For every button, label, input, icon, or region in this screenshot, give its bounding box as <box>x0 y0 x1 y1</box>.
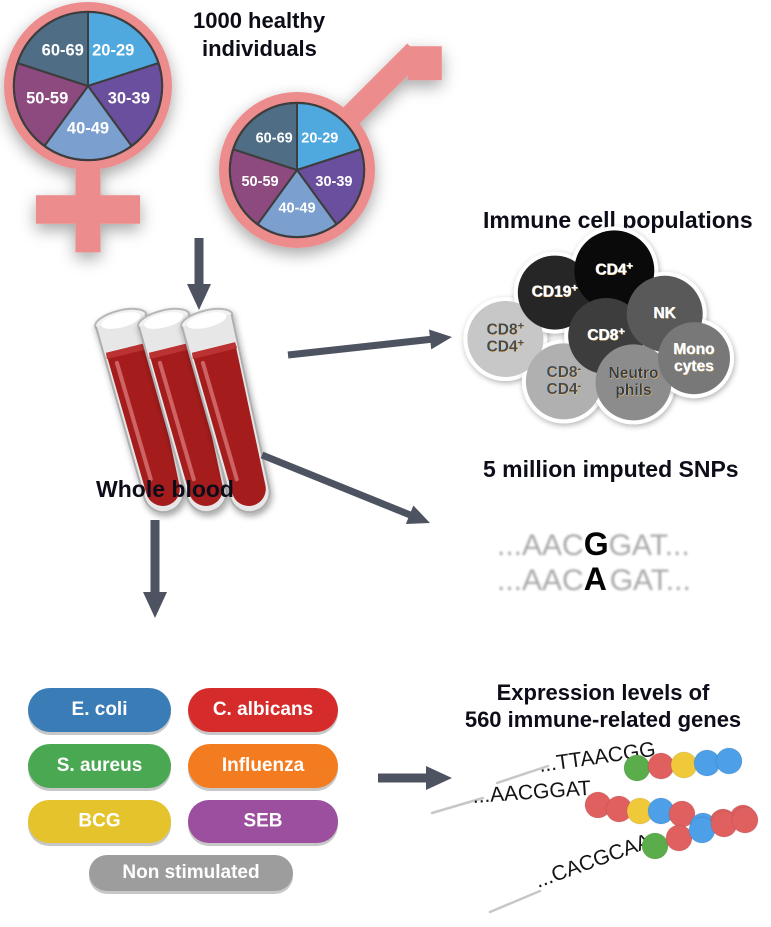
svg-text:CD4-: CD4- <box>547 380 582 398</box>
svg-text:SEB: SEB <box>243 811 282 832</box>
svg-text:GAT...: GAT... <box>610 564 691 597</box>
svg-text:C. albicans: C. albicans <box>213 699 313 720</box>
svg-text:Neutro: Neutro <box>609 365 659 382</box>
svg-text:Influenza: Influenza <box>222 755 305 776</box>
svg-text:E. coli: E. coli <box>72 699 128 720</box>
svg-text:...AAC: ...AAC <box>497 529 584 562</box>
svg-text:40-49: 40-49 <box>67 119 109 137</box>
svg-text:40-49: 40-49 <box>278 201 315 217</box>
svg-text:Whole blood: Whole blood <box>96 476 234 502</box>
svg-text:phils: phils <box>615 382 651 399</box>
svg-text:cytes: cytes <box>674 358 714 375</box>
svg-text:CD19+: CD19+ <box>532 283 579 301</box>
svg-text:NK: NK <box>654 305 677 322</box>
svg-text:30-39: 30-39 <box>315 174 352 190</box>
svg-text:Non stimulated: Non stimulated <box>122 862 259 883</box>
svg-text:A: A <box>584 561 607 597</box>
svg-text:individuals: individuals <box>202 36 317 61</box>
svg-text:BCG: BCG <box>78 811 120 832</box>
svg-text:50-59: 50-59 <box>26 90 68 108</box>
svg-text:60-69: 60-69 <box>256 130 293 146</box>
svg-text:20-29: 20-29 <box>92 42 134 60</box>
svg-text:S. aureus: S. aureus <box>57 755 143 776</box>
svg-text:20-29: 20-29 <box>301 130 338 146</box>
svg-text:Mono: Mono <box>673 341 714 358</box>
svg-text:...AAC: ...AAC <box>497 564 584 597</box>
svg-text:GAT...: GAT... <box>609 529 690 562</box>
svg-text:30-39: 30-39 <box>108 90 150 108</box>
svg-text:560 immune-related genes: 560 immune-related genes <box>465 707 741 732</box>
svg-text:50-59: 50-59 <box>241 174 278 190</box>
svg-text:60-69: 60-69 <box>42 42 84 60</box>
svg-text:1000 healthy: 1000 healthy <box>193 8 326 33</box>
svg-text:CD8-: CD8- <box>547 363 582 381</box>
svg-text:G: G <box>584 526 609 562</box>
svg-text:Expression levels of: Expression levels of <box>497 680 710 705</box>
svg-text:5 million imputed SNPs: 5 million imputed SNPs <box>483 456 739 482</box>
